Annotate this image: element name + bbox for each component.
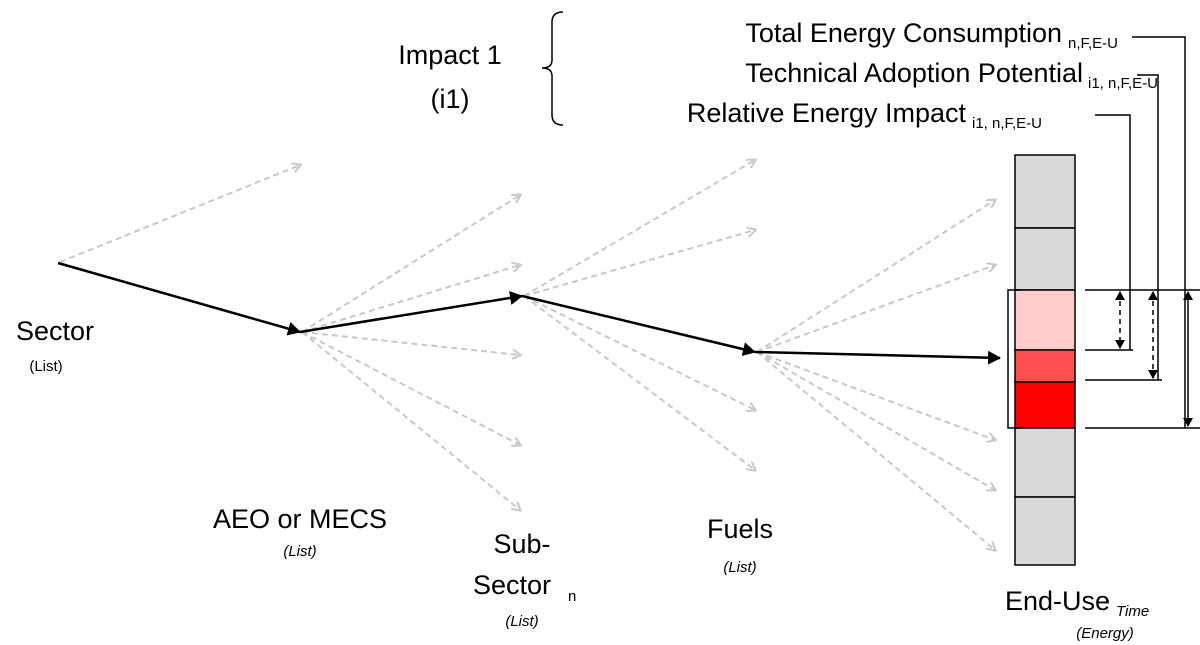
- dashed-arrow: [523, 160, 755, 297]
- solid-arrow: [754, 350, 1001, 365]
- node-label: Fuels: [707, 514, 773, 544]
- dashed-arrows: [59, 160, 995, 550]
- leader-lines: [1085, 36, 1200, 429]
- dashed-arrow: [301, 265, 520, 333]
- dashed-arrow: [756, 265, 995, 353]
- end-use-bar: [1014, 154, 1076, 566]
- node-note: (List): [723, 559, 756, 576]
- metric-subscript: i1, n,F,E-U: [972, 115, 1042, 132]
- metric-label: Technical Adoption Potential: [745, 58, 1083, 88]
- solid-arrows: [57, 261, 1001, 365]
- node-note: (Energy): [1076, 625, 1134, 642]
- dashed-arrow: [756, 200, 995, 353]
- dashed-arrow: [301, 331, 520, 445]
- dashed-arrow: [523, 295, 755, 410]
- node-note: (List): [505, 613, 538, 630]
- metric-label: Relative Energy Impact: [687, 98, 967, 128]
- node-subscript: n: [568, 588, 576, 605]
- node-note: (List): [283, 543, 316, 560]
- metric-label: Total Energy Consumption: [745, 18, 1062, 48]
- dashed-arrow: [523, 230, 755, 297]
- solid-arrow: [57, 261, 301, 336]
- dashed-arrow: [523, 295, 755, 470]
- metric-subscript: n,F,E-U: [1068, 35, 1118, 52]
- node-label: Sector: [473, 570, 551, 600]
- impact-title: Impact 1: [398, 40, 502, 70]
- dashed-arrow: [59, 165, 300, 263]
- dashed-arrow: [756, 351, 995, 490]
- solid-arrow: [521, 294, 756, 357]
- impact-code: (i1): [431, 84, 470, 114]
- solid-arrow: [299, 291, 523, 334]
- node-label: Sub-: [493, 529, 550, 559]
- dashed-arrow: [301, 331, 520, 355]
- dashed-arrow: [756, 351, 995, 440]
- dashed-arrow: [301, 331, 520, 510]
- metric-subscript: i1, n,F,E-U: [1088, 75, 1158, 92]
- node-label: End-Use: [1005, 586, 1110, 616]
- node-label: Sector: [16, 316, 94, 346]
- node-note: (List): [29, 358, 62, 375]
- dashed-arrow: [301, 195, 520, 333]
- bar-bracket: [1007, 289, 1020, 429]
- dashed-arrow: [756, 351, 995, 550]
- node-subscript: Time: [1116, 603, 1149, 620]
- node-label: AEO or MECS: [213, 504, 387, 534]
- impact-brace: [541, 11, 564, 126]
